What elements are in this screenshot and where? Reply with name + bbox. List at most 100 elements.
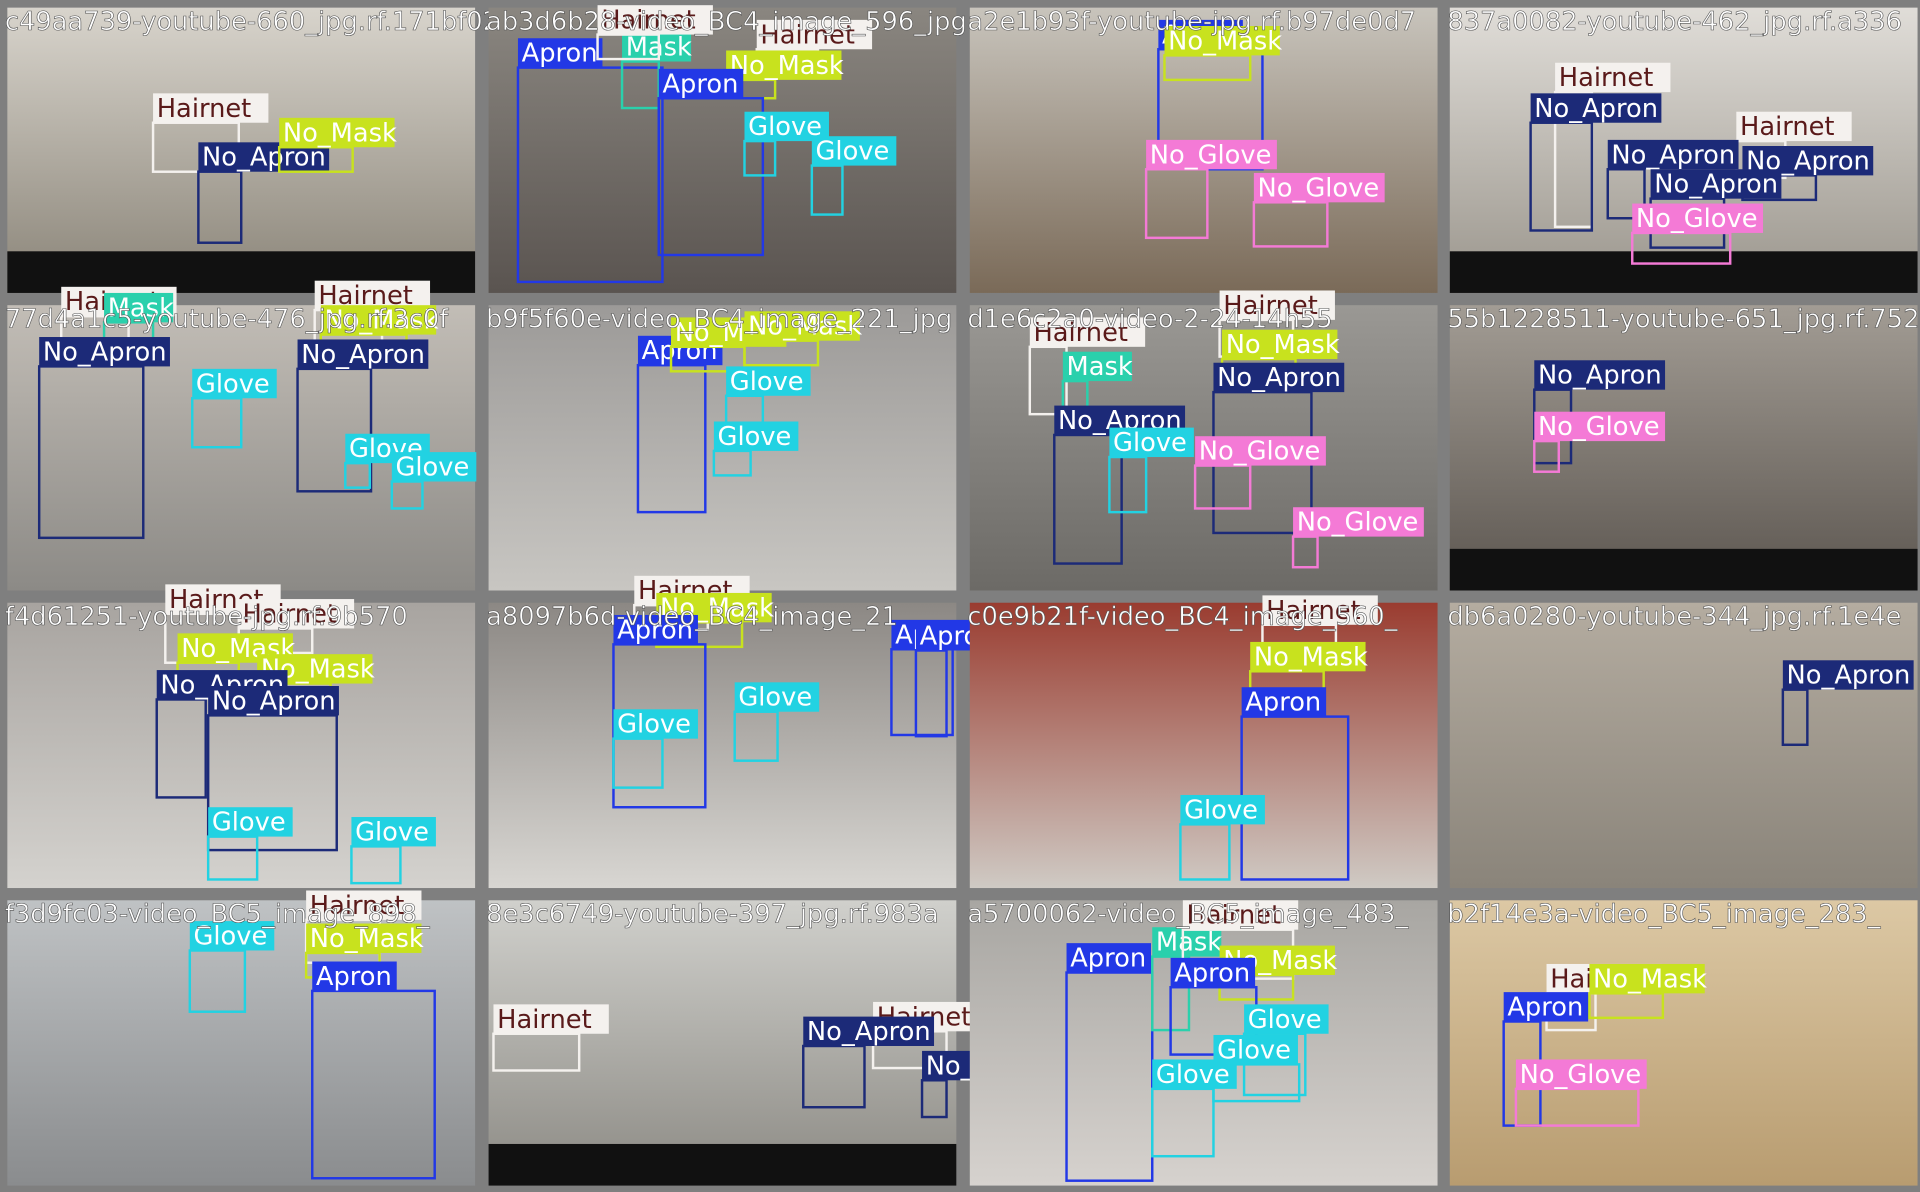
box-label: No_Apron [1534,94,1658,124]
box-label: No_Glove [1297,508,1419,538]
image-tile: ApronNo_MaskNo_MaskGloveGloveb9f5f60e-vi… [486,304,957,591]
label-tag [1632,203,1764,233]
box-label: Glove [1248,1005,1322,1035]
label-tag [192,368,277,399]
boxes: No_Apron [1781,660,1914,747]
box-label: No_Mask [324,306,438,336]
label-tag [208,807,293,837]
box-label: No_Apron [301,340,425,370]
tile-filename: d1e6c2a0-video-2-24-14h55 [967,304,1332,334]
label-tag [1152,927,1222,957]
label-tag [306,923,422,953]
box-label: No_Glove [1199,437,1321,467]
box-label: No_Glove [1258,173,1380,203]
label-tag [1241,687,1327,717]
box-label: No_Apron [1787,661,1911,691]
box-label: No_Mask [310,924,424,954]
tile-filename: 837a0082-youtube-462_jpg.rf.a336 [1447,7,1902,37]
tile-filename: f4d61251-youtube-jpg.rf.9b570 [5,602,408,632]
label-tag [312,961,397,991]
image-tile: HairnetNo_MaskApronGloveGloveApronAprona… [486,575,1001,889]
box-label: Hairnet [1740,112,1835,142]
box-label: No_Mask [283,118,397,148]
label-tag [1170,957,1256,988]
label-tag [713,421,799,451]
box-label: Glove [355,817,429,847]
label-tag [1736,111,1852,142]
box-label: Hairnet [157,94,252,124]
box-label: Apron [1070,944,1146,974]
box-label: Hairnet [1266,596,1361,626]
label-tag [238,599,355,629]
boxes: HairnetMaskNo_ApronGloveHairnetNo_MaskNo… [1028,290,1424,569]
box-label: Glove [193,922,267,952]
tile-photo [1449,900,1918,1186]
label-tag [811,136,897,166]
label-tag [391,452,477,482]
label-tag [1650,169,1782,199]
label-tag [1589,963,1705,994]
box-label: No_Glove [1520,1060,1642,1090]
box-label: Apron [1245,688,1321,718]
box-label: Hairnet [310,891,405,921]
box-label: Hairnet [1033,318,1128,348]
label-tag [153,93,269,123]
label-tag [1244,1004,1329,1034]
box-label: No_Glove [1150,140,1272,170]
tile-filename: 8e3c6749-youtube-397_jpg.rf.983a [486,899,938,929]
bounding-box [596,33,660,61]
label-tag [351,817,436,847]
tile-filename: a2e1b93f-youtube-jpg.rf.b97de0d7 [967,7,1416,37]
box-label: No_Mask [730,51,844,81]
label-tag [104,292,174,323]
box-label: Glove [730,367,804,397]
label-tag [597,5,713,35]
label-tag [1515,1059,1647,1089]
label-tag [1262,595,1378,625]
label-tag [1250,641,1366,672]
box-label: No_Glove [1636,204,1758,234]
boxes: HairnetMaskNo_ApronGloveHairnetNo_MaskNo… [37,280,477,540]
label-tag [1152,1059,1237,1089]
label-tag [726,50,842,80]
letterbox-band [488,1143,957,1186]
label-tag [320,305,437,335]
box-label: Glove [748,112,822,142]
box-label: Glove [212,808,286,838]
tile-filename: c49aa739-youtube-660_jpg.rf.171bf0256 [5,7,532,37]
tiles: HairnetNo_ApronNo_Maskc49aa739-youtube-6… [5,5,1920,1186]
box-label: Mask [1067,352,1133,382]
label-tag [297,339,429,369]
label-tag [1213,1034,1298,1065]
label-tag [1029,317,1146,347]
box-label: Apron [522,39,598,69]
box-label: Glove [718,422,792,452]
box-label: No_Mask [1593,964,1707,994]
box-label: Glove [617,710,691,740]
label-tag [517,38,603,68]
label-tag [1219,290,1335,320]
image-tile: HairnetMaskNo_ApronGloveHairnetNo_MaskNo… [5,280,477,591]
label-tag [1534,360,1666,390]
box-label: No_Mask [1168,26,1282,56]
tile-filename: b9f5f60e-video_BC4_image_221_jpg [486,304,952,334]
label-tag [1534,411,1666,442]
box-label: Hairnet [1559,63,1654,93]
box-label: No_Glove [1538,412,1660,442]
label-tag [39,337,170,367]
boxes: HairnetHairnetNo_MaskNo_MaskNo_ApronNo_A… [155,584,436,885]
box-label: Mask [108,293,174,323]
label-tag [1293,507,1424,537]
label-tag [279,117,395,148]
label-tag [1062,351,1132,382]
tile-filename: a5700062-video_BC5_image_483_ [967,899,1409,929]
